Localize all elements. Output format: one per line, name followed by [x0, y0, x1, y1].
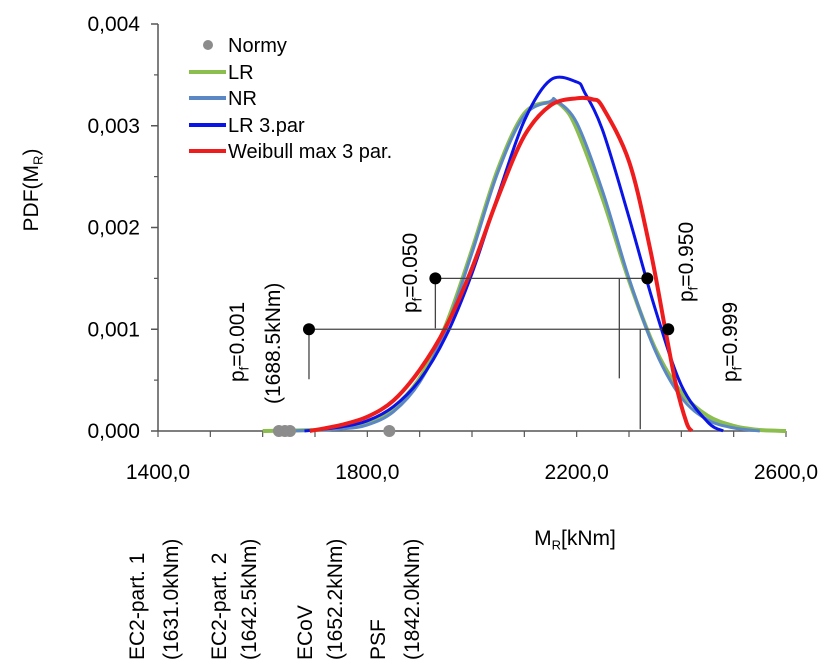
axis-labels: PDF(MR) MR[kNm] [20, 149, 616, 553]
normy-label: (1642.5kNm) [238, 539, 261, 660]
normy-label: (1842.0kNm) [401, 539, 424, 660]
curve-lr-3-par [304, 75, 724, 433]
normy-label: (1652.2kNm) [324, 539, 347, 660]
normy-label: EC2-part. 2 [208, 553, 231, 660]
x-tick-label: 2600,0 [754, 461, 818, 484]
pf-0950-label: pf=0.950 [675, 222, 701, 302]
y-tick-label: 0,000 [87, 420, 140, 443]
interval-left-point [302, 323, 315, 336]
pf-0999-label: pf=0.999 [719, 302, 745, 382]
probability-intervals: pf=0.001 (1688.5kNm) pf=0.050 pf=0.950 pf=0.… [226, 222, 745, 430]
normy-markers: EC2-part. 1 (1631.0kNm) EC2-part. 2 (1642.5… [126, 425, 424, 660]
normy-label: (1631.0kNm) [160, 539, 183, 660]
y-tick-label: 0,002 [87, 217, 140, 240]
legend-label: NR [228, 88, 257, 110]
normy-point [383, 425, 396, 437]
legend-label: LR 3.par [228, 115, 305, 137]
normy-point [283, 425, 296, 437]
x-axis-title: MR[kNm] [534, 527, 616, 553]
pf-0001-value: (1688.5kNm) [262, 283, 285, 404]
x-tick-label: 2200,0 [545, 461, 609, 484]
y-tick-label: 0,003 [87, 115, 140, 138]
legend: Normy LR NR LR 3.par Weibull max 3 par. [189, 35, 392, 163]
pdf-curves [262, 75, 787, 433]
interval-left-point [429, 272, 442, 285]
normy-label: PSF [367, 619, 390, 660]
pf-0001-label: pf=0.001 [226, 302, 252, 382]
normy-label: EC2-part. 1 [126, 553, 149, 660]
interval-right-point [662, 323, 675, 336]
y-tick-label: 0,001 [87, 318, 140, 341]
x-tick-label: 1800,0 [335, 461, 399, 484]
legend-label: LR [228, 62, 254, 84]
y-tick-label: 0,004 [87, 13, 140, 36]
x-tick-label: 1400,0 [126, 461, 190, 484]
legend-label: Weibull max 3 par. [228, 141, 392, 163]
pf-0050-label: pf=0.050 [399, 233, 425, 313]
legend-marker-normy [203, 40, 213, 50]
interval-right-point [641, 272, 654, 285]
normy-label: ECoV [294, 605, 317, 660]
legend-label: Normy [228, 35, 287, 57]
y-axis-title: PDF(MR) [20, 149, 46, 232]
axes: 0,000 0,001 0,002 0,003 0,004 1400,0 1800,0 220… [87, 13, 818, 484]
